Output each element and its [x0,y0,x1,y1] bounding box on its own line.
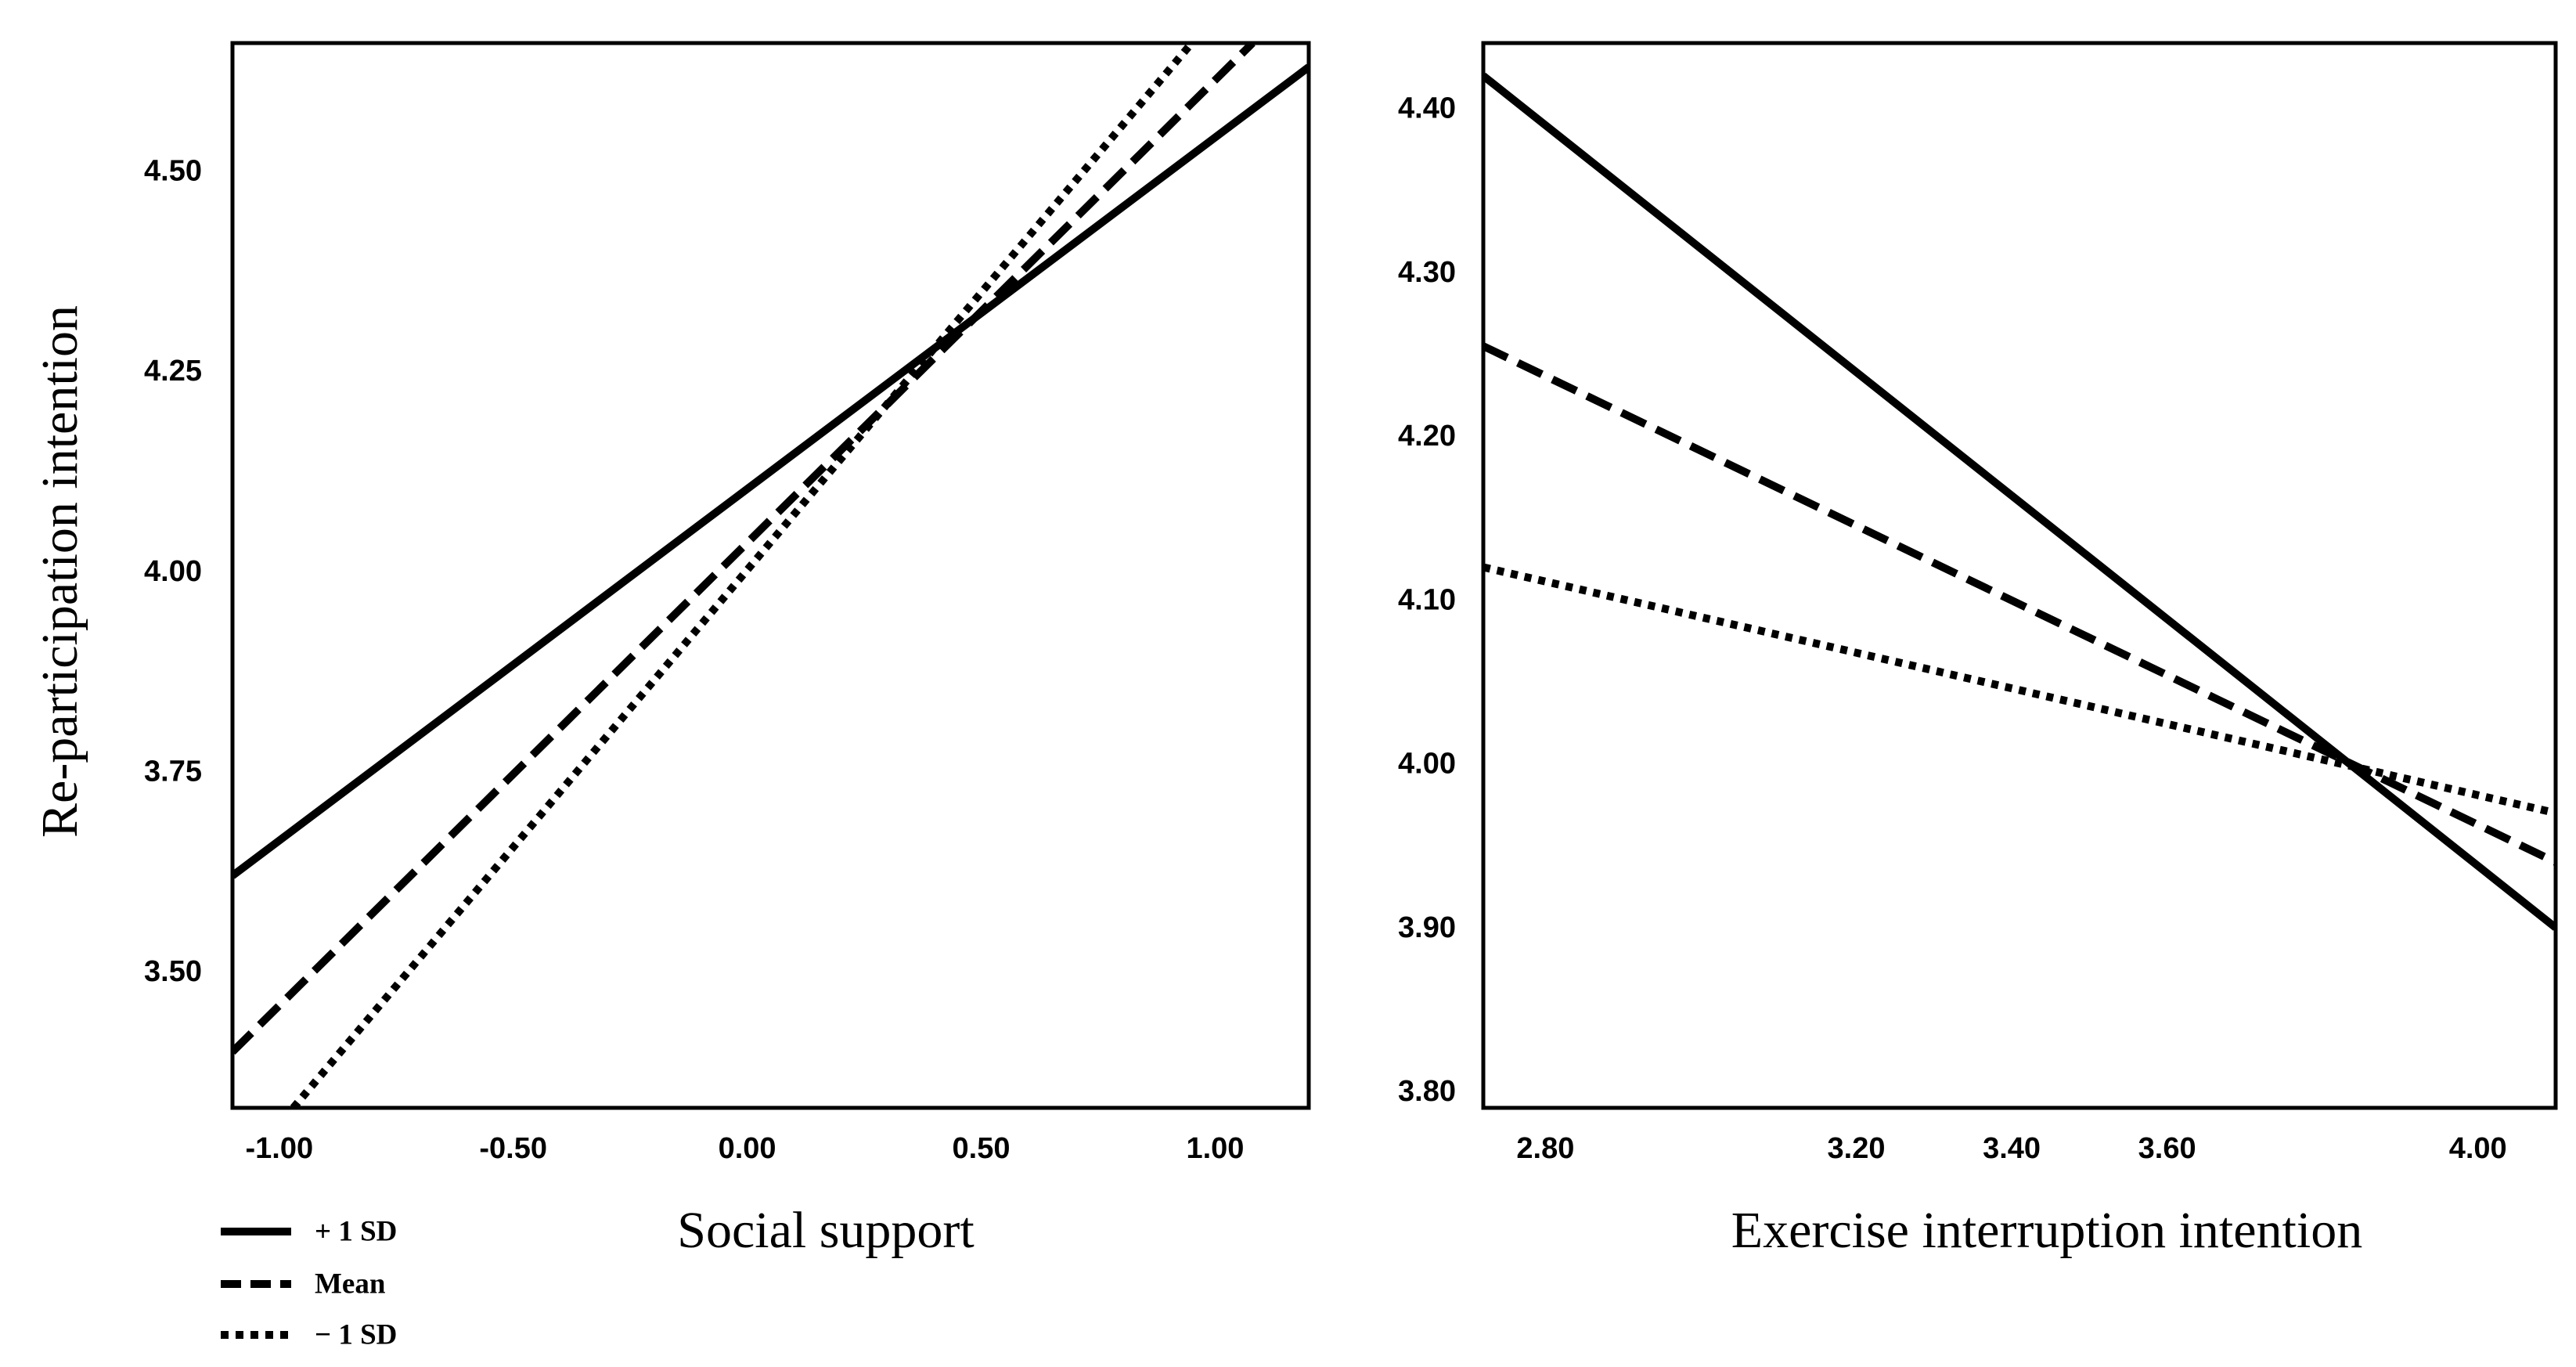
right-x-tick-label: 4.00 [2449,1132,2507,1165]
left-y-tick-label: 4.50 [144,155,202,188]
right-y-tick-label: 4.10 [1398,583,1456,616]
legend-item-minus-1sd: − 1 SD [221,1319,397,1351]
right-series-line-mean [1483,342,2556,866]
left-y-axis-title: Re-participation intention [31,305,88,838]
left-x-tick-label: 1.00 [1186,1132,1244,1165]
right-y-tick-label: 3.90 [1398,911,1456,944]
right-x-axis-title: Exercise interruption intention [1731,1202,2362,1259]
left-x-tick-label: 0.00 [719,1132,776,1165]
left-chart-panel: -1.00 -0.50 0.00 0.50 1.00 3.50 3.75 4.00 4.25 4… [31,41,1311,1259]
left-x-ticks: -1.00 -0.50 0.00 0.50 1.00 [245,1132,1244,1165]
left-series-line-mean [232,43,1256,1055]
right-x-ticks: 2.80 3.20 3.40 3.60 4.00 [1516,1132,2506,1165]
left-series-line-minus-1-sd [290,43,1195,1108]
legend-label-mean: Mean [315,1268,386,1300]
right-x-tick-label: 3.20 [1828,1132,1886,1165]
left-x-tick-label: -1.00 [245,1132,313,1165]
legend-item-mean: Mean [221,1268,386,1300]
right-y-tick-label: 4.30 [1398,256,1456,289]
left-y-tick-label: 4.00 [144,555,202,588]
right-y-tick-label: 4.40 [1398,92,1456,125]
right-y-tick-label: 4.00 [1398,748,1456,781]
right-series-line-plus-1-sd [1483,72,2556,931]
right-x-tick-label: 2.80 [1516,1132,1574,1165]
right-x-tick-label: 3.60 [2138,1132,2196,1165]
right-plot-area [1483,72,2556,931]
left-x-axis-title: Social support [677,1202,974,1259]
legend-item-plus-1sd: + 1 SD [221,1216,397,1248]
legend-label-plus-1sd: + 1 SD [315,1216,397,1248]
right-x-tick-label: 3.40 [1983,1132,2041,1165]
left-plot-frame [230,41,1311,1110]
legend-label-minus-1sd: − 1 SD [315,1319,397,1351]
left-y-tick-label: 3.50 [144,955,202,988]
right-chart-panel: 2.80 3.20 3.40 3.60 4.00 3.80 3.90 4.00 4.10 4.2… [1398,41,2558,1259]
legend: + 1 SD Mean − 1 SD [221,1216,397,1351]
left-plot-area [232,43,1309,1108]
left-y-ticks: 3.50 3.75 4.00 4.25 4.50 [144,155,202,989]
right-plot-frame [1481,41,2558,1110]
left-x-tick-label: -0.50 [479,1132,547,1165]
right-y-tick-label: 4.20 [1398,420,1456,453]
left-y-tick-label: 4.25 [144,355,202,388]
left-series-line-plus-1-sd [232,63,1309,879]
left-x-tick-label: 0.50 [953,1132,1011,1165]
right-y-tick-label: 3.80 [1398,1075,1456,1108]
right-series-line-minus-1-sd [1483,563,2556,817]
right-y-ticks: 3.80 3.90 4.00 4.10 4.20 4.30 4.40 [1398,92,1456,1108]
left-y-tick-label: 3.75 [144,756,202,788]
